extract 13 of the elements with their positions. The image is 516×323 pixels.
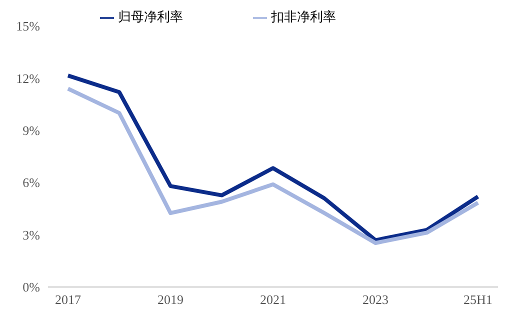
y-tick-label: 3% [22,227,40,242]
x-tick-label: 2023 [362,292,388,308]
x-tick-label: 2017 [55,292,82,308]
x-tick-label: 2019 [158,292,184,308]
y-tick-label: 9% [22,123,40,138]
y-tick-label: 6% [22,175,40,190]
y-tick-label: 0% [22,280,40,295]
legend-label: 扣非净利率 [271,9,336,24]
y-tick-label: 15% [16,18,40,34]
x-tick-label: 25H1 [464,292,492,308]
x-tick-label: 2021 [260,292,286,308]
legend-label: 归母净利率 [118,9,183,24]
y-tick-label: 12% [16,70,40,86]
